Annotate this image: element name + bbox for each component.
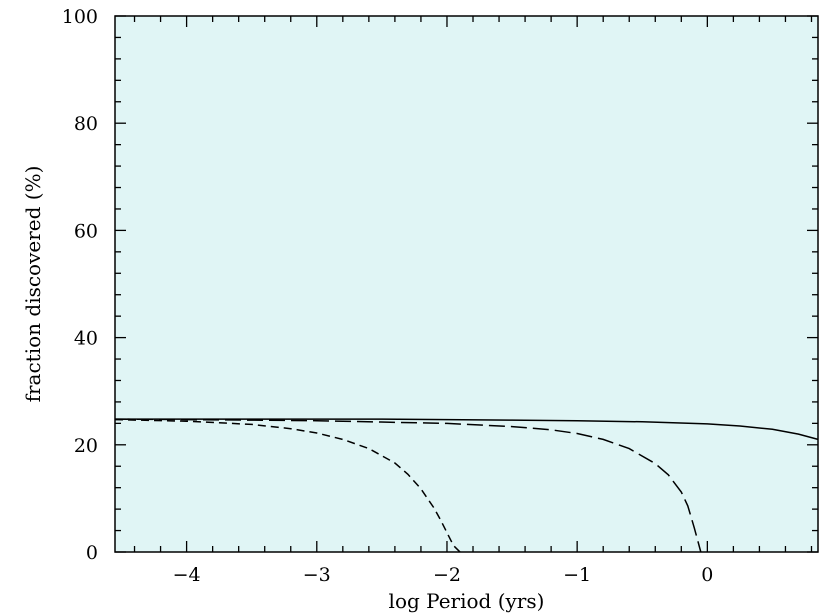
y-tick-label: 60 <box>74 220 98 242</box>
tick-labels: −4 −3 −2 −1 0 0 20 40 60 80 100 <box>62 6 714 586</box>
x-axis-title: log Period (yrs) <box>389 589 545 613</box>
series-line-2 <box>114 418 461 553</box>
x-tick-label: −1 <box>563 564 591 586</box>
y-tick-label: 100 <box>62 6 98 28</box>
x-tick-label: 0 <box>701 564 713 586</box>
x-tick-label: −2 <box>433 564 461 586</box>
plot-background <box>115 16 818 552</box>
x-tick-label: −4 <box>173 564 201 586</box>
series-line-1 <box>115 418 819 441</box>
y-axis-title: fraction discovered (%) <box>21 166 45 403</box>
y-tick-label: 80 <box>74 113 98 135</box>
axis-ticks <box>115 15 818 553</box>
plot-frame <box>114 15 819 553</box>
series-line-3 <box>114 418 702 553</box>
x-tick-label: −3 <box>303 564 331 586</box>
data-series <box>114 418 819 553</box>
y-tick-label: 40 <box>74 328 98 350</box>
y-tick-label: 0 <box>86 542 98 564</box>
y-tick-label: 20 <box>74 435 98 457</box>
